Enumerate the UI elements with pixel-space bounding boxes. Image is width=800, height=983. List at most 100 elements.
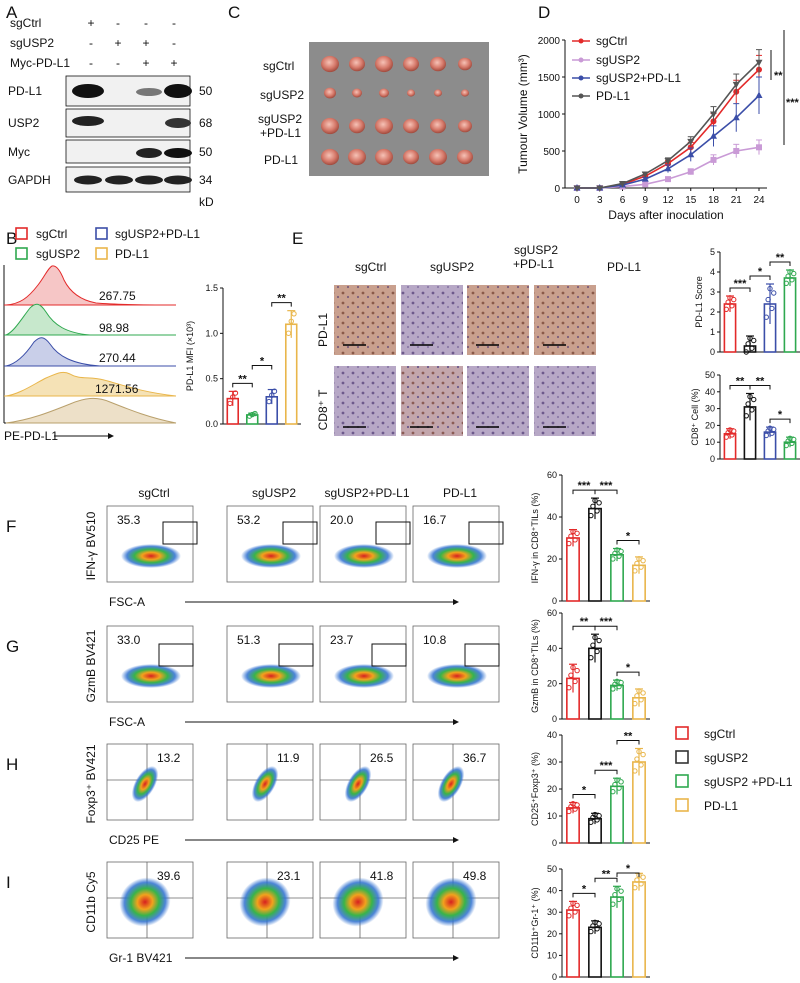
flow-gate [371,643,407,667]
significance-stars: * [626,662,631,674]
d-point [665,176,671,183]
data-point [566,808,572,815]
y-tick-label: 30 [547,907,557,917]
data-point [568,672,574,678]
e-col-sgusp2: sgUSP2 [430,260,474,274]
significance-stars: * [582,883,587,895]
data-point [566,913,572,919]
flow-density [119,877,171,927]
a-blot-label-usp2: USP2 [8,116,40,130]
e-col-pdl1: PD-L1 [607,260,641,274]
tumor [429,148,447,166]
tumor [379,88,389,98]
a-sign: - [144,16,148,30]
e-row-cd8: CD8⁺ T [316,389,330,430]
flow-gate [464,643,500,667]
flow-ylabel: GzmB BV421 [84,629,98,702]
gh-legend-sgusp2-pdl1: sgUSP2 +PD-L1 [704,775,793,789]
data-point [731,428,737,434]
significance-stars: * [778,409,783,421]
flow-xlabel: Gr-1 BV421 [109,951,173,965]
d-y-tick-label: 1000 [538,110,561,121]
d-y-tick-label: 500 [543,147,560,158]
b-legend-sgctrl: sgCtrl [36,227,67,241]
d-point [732,81,740,89]
data-point [616,896,622,903]
data-point [574,902,580,908]
significance-stars: *** [600,480,614,492]
flow-density [427,544,487,568]
data-point [745,341,751,347]
b-mfi-sgusp2-pdl1: 270.44 [99,351,136,365]
data-point [612,781,618,788]
data-point [751,337,757,344]
significance-stars: *** [578,480,592,492]
a-kd-usp2: 68 [199,116,213,130]
data-point [594,508,600,514]
e-row-pdl1: PD-L1 [316,313,330,347]
panel-label-a: A [6,3,18,22]
e-col-sgusp2-pdl1-a: sgUSP2 [514,243,558,257]
y-tick-label: 0 [710,347,715,357]
b-bar-chart: 0.00.51.01.5PD-L1 MFI (×10³) ***** [185,283,301,429]
data-point [767,285,773,292]
y-tick-label: 40 [547,886,557,896]
d-point [687,168,694,175]
a-kd-gapdh: 34 [199,173,213,187]
d-x-tick-label: 3 [597,195,603,206]
d-point [733,148,740,154]
flow-x-arrowhead [453,599,459,605]
significance-bracket [594,877,618,883]
data-point [771,290,777,296]
flow-percent: 23.7 [330,633,354,647]
y-tick-label: 0 [552,714,557,724]
data-point [771,426,777,433]
tumor [457,149,473,165]
data-point [614,886,620,892]
d-point [687,138,695,146]
bar [610,553,624,602]
b-histograms [3,265,177,424]
flow-plots: IFN-γ BV510 FSC-A 35.3 53.2 20.0 16.7 GzmB BV4… [84,505,504,965]
bar [588,926,602,978]
d-legend-label: PD-L1 [596,89,630,103]
y-tick-label: 40 [705,387,715,397]
bar [566,909,580,978]
b-mfi-sgusp2: 98.98 [99,321,129,335]
flow-percent: 11.9 [277,751,300,765]
data-point [723,434,729,440]
significance-bracket [769,418,791,424]
tumor [375,148,393,166]
a-sign: - [172,16,176,30]
tumor [458,57,472,71]
significance-bracket [616,540,640,545]
d-y-tick-label: 2000 [538,36,561,47]
data-point [610,788,616,795]
data-point [596,500,602,506]
tumor [430,118,446,134]
b-legend-sgusp2-pdl1: sgUSP2+PD-L1 [115,227,200,241]
tumor [352,88,362,98]
d-point [573,185,581,192]
data-point [618,679,624,686]
flow-ylabel: CD11b Cy5 [84,871,98,932]
a-sign: + [170,56,177,70]
y-axis-label: CD11b⁺Gr-1⁺ (%) [530,887,540,958]
y-axis-label: IFN-γ in CD8⁺TILs (%) [530,493,540,584]
data-point [566,684,572,691]
data-point [783,280,789,286]
e-ihc-images [334,285,596,436]
flow-density [425,877,477,927]
significance-stars: ** [580,616,589,628]
y-tick-label: 4 [710,267,715,277]
d-x-tick-label: 21 [731,195,743,206]
significance-stars: *** [600,760,614,772]
y-tick-label: 50 [705,370,715,380]
significance-stars: *** [734,278,748,290]
flow-density [121,664,181,688]
significance-bracket [572,794,596,799]
